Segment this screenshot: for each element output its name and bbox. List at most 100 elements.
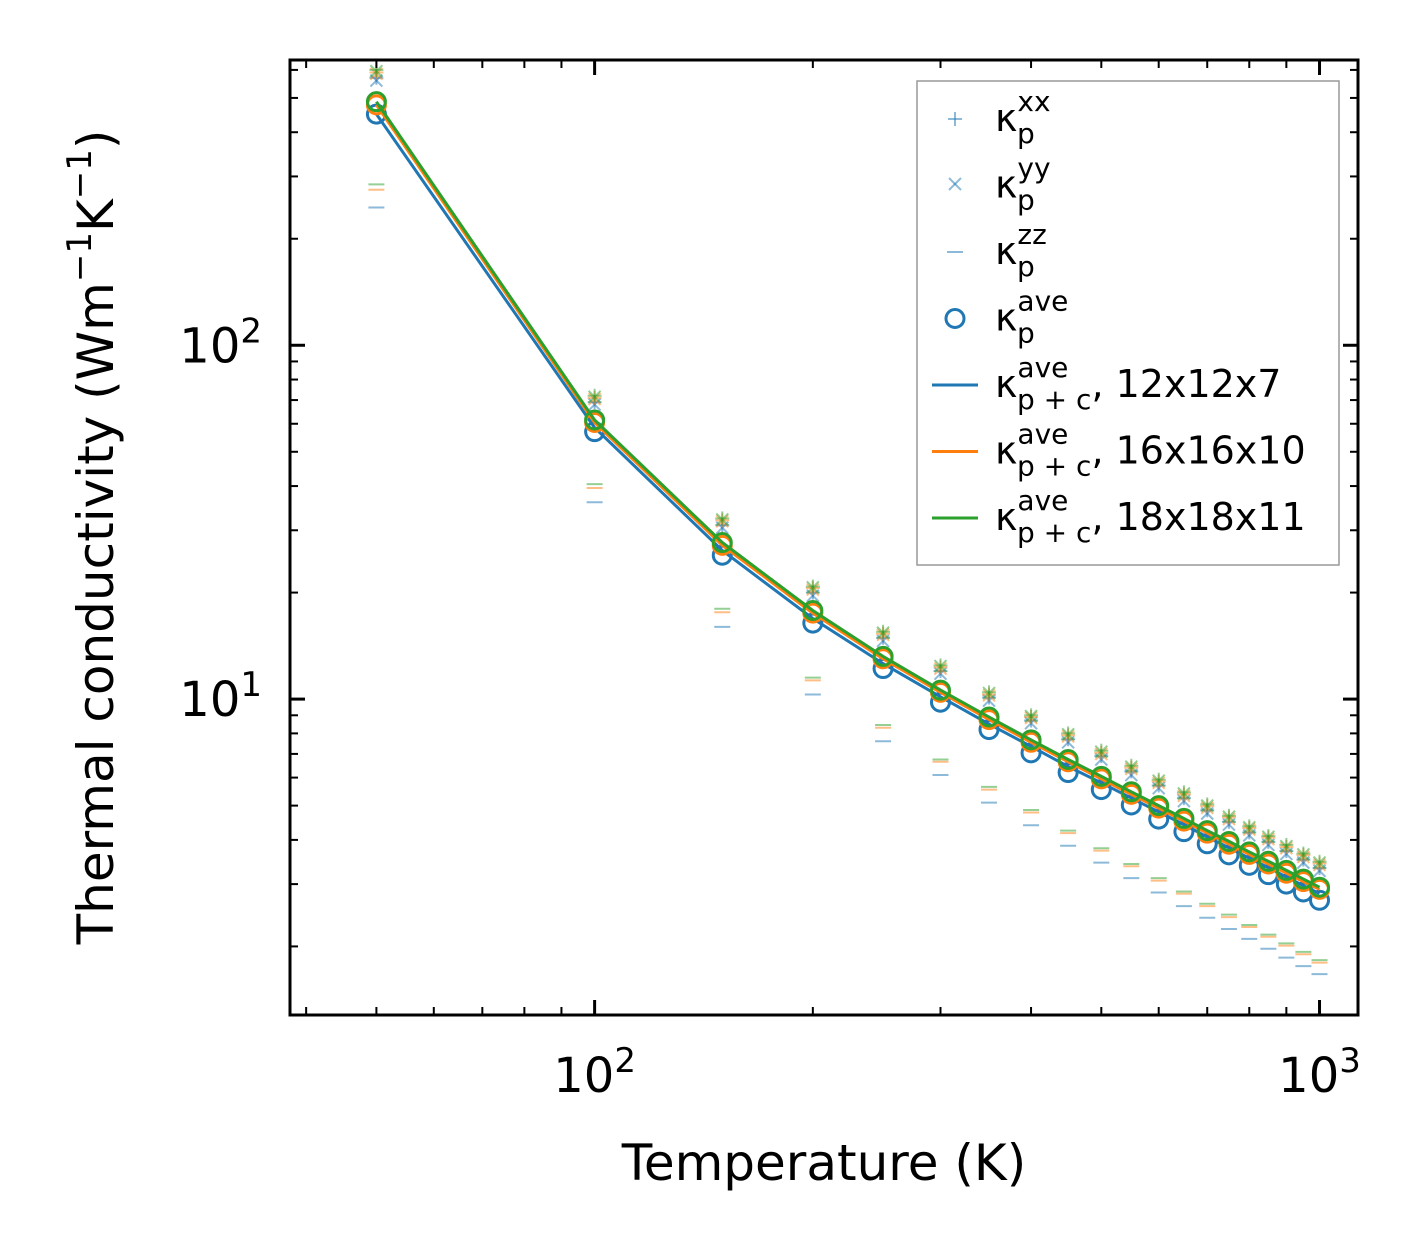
kappa-ave-point-18x18x11-550 xyxy=(1120,781,1142,803)
legend-kappa: κ xyxy=(995,163,1017,207)
x-tick-base: 10 xyxy=(553,1048,614,1104)
legend-label-5: κave p + c, 16x16x10 xyxy=(995,418,1306,483)
y-axis-title: Thermal conductivity (Wm−1K−1) xyxy=(60,130,125,946)
y-axis-label: Thermal conductivity (Wm−1K−1) xyxy=(60,130,125,946)
kappa-ave-point-18x18x11-800 xyxy=(1238,841,1260,863)
kappa-ave-point-18x18x11-750 xyxy=(1218,830,1240,852)
kappa-ave-point-18x18x11-950 xyxy=(1292,868,1314,890)
legend-sup: xx xyxy=(1017,85,1050,118)
kappa-yy-point-18x18x11-800-b xyxy=(1242,820,1256,835)
kappa-yy-point-18x18x11-350-b xyxy=(982,686,996,700)
legend-sup: ave xyxy=(1017,351,1068,384)
legend-sup: yy xyxy=(1017,152,1050,185)
y-tick-label-100: 102 xyxy=(179,311,262,374)
x-tick-label-100: 102 xyxy=(553,1041,636,1104)
y-tick-label-10: 101 xyxy=(179,665,262,728)
kappa-pc-line-12x12x7 xyxy=(375,113,1321,895)
x-axis-label: Temperature (K) xyxy=(621,1134,1026,1192)
legend-sub: p xyxy=(1017,117,1035,150)
kappa-yy-point-18x18x11-850-b xyxy=(1261,830,1276,844)
y-tick-exp: 2 xyxy=(240,311,262,351)
y-tick-base: 10 xyxy=(179,672,240,728)
legend-label-6: κave p + c, 18x18x11 xyxy=(995,484,1306,549)
kappa-yy-point-18x18x11-600-b xyxy=(1151,773,1166,788)
kappa-ave-point-18x18x11-250 xyxy=(872,645,894,667)
legend-sub: p xyxy=(1017,184,1035,217)
kappa-ave-point-18x18x11-350 xyxy=(978,706,1000,728)
legend-kappa: κ xyxy=(995,296,1017,340)
x-tick-base: 10 xyxy=(1278,1048,1339,1104)
legend-kappa: κ xyxy=(995,362,1017,406)
kappa-ave-point-18x18x11-500 xyxy=(1090,765,1112,787)
kappa-yy-point-18x18x11-150-b xyxy=(715,512,729,527)
legend-sup: ave xyxy=(1017,285,1068,318)
legend-entry-6: κave p + c, 18x18x11 xyxy=(932,484,1306,549)
legend-sub: p + c xyxy=(1017,516,1091,549)
kappa-ave-point-18x18x11-900 xyxy=(1275,859,1297,881)
kappa-ave-point-18x18x11-150 xyxy=(711,532,733,554)
kappa-ave-point-18x18x11-100 xyxy=(584,409,606,431)
kappa-ave-point-18x18x11-850 xyxy=(1257,850,1279,872)
plot-area xyxy=(365,62,1331,976)
legend-kappa: κ xyxy=(995,495,1017,539)
kappa-yy-point-18x18x11-200-b xyxy=(806,580,820,595)
kappa-ave-point-18x18x11-450 xyxy=(1057,748,1079,770)
legend-label-1: κyy p xyxy=(995,152,1051,217)
kappa-ave-point-12x12x7-600 xyxy=(1148,808,1170,830)
legend-label-2: κzz p xyxy=(995,218,1047,283)
kappa-yy-point-18x18x11-700-b xyxy=(1200,798,1214,813)
kappa-yy-point-18x18x11-500-b xyxy=(1094,745,1109,759)
kappa-ave-point-18x18x11-200 xyxy=(802,599,824,621)
legend-label-3: κave p xyxy=(995,285,1068,350)
kappa-ave-point-18x18x11-50 xyxy=(365,91,387,113)
y-tick-exp: 1 xyxy=(240,665,262,705)
legend-entry-1: κyy p xyxy=(948,152,1051,217)
y-tick-base: 10 xyxy=(179,318,240,374)
kappa-ave-point-18x18x11-300 xyxy=(929,679,951,701)
kappa-yy-point-18x18x11-650-b xyxy=(1177,786,1191,801)
kappa-yy-point-18x18x11-50-b xyxy=(369,64,384,78)
kappa-pc-line-16x16x10 xyxy=(375,103,1321,891)
series-18x18x11 xyxy=(365,62,1331,962)
kappa-yy-point-18x18x11-950-b xyxy=(1296,847,1311,862)
kappa-yy-point-18x18x11-100-b xyxy=(587,390,602,404)
legend-sup: ave xyxy=(1017,484,1068,517)
legend-sub: p xyxy=(1017,317,1035,350)
kappa-yy-point-18x18x11-400-b xyxy=(1024,709,1038,723)
x-tick-exp: 2 xyxy=(614,1041,636,1081)
legend-sup: zz xyxy=(1017,218,1046,251)
legend-sub: p + c xyxy=(1017,383,1091,416)
kappa-yy-point-18x18x11-250-b xyxy=(876,626,890,640)
kappa-ave-point-18x18x11-1000 xyxy=(1309,876,1331,898)
legend-marker-circle xyxy=(944,308,966,329)
legend-box xyxy=(916,80,1340,566)
kappa-yy-point-18x18x11-1000-b xyxy=(1312,855,1327,870)
legend-sub: p xyxy=(1017,250,1035,283)
legend-sub: p + c xyxy=(1017,450,1091,483)
legend-suffix: , 12x12x7 xyxy=(1091,362,1281,406)
legend-entry-2: κzz p xyxy=(947,218,1047,283)
legend-kappa: κ xyxy=(995,96,1017,140)
kappa-yy-point-18x18x11-450-b xyxy=(1061,727,1075,742)
legend-entry-4: κave p + c, 12x12x7 xyxy=(932,351,1281,416)
kappa-yy-point-18x18x11-750-b xyxy=(1222,810,1236,824)
legend-label-0: κxx p xyxy=(995,85,1051,150)
legend-sup: ave xyxy=(1017,418,1068,451)
plot-frame xyxy=(288,58,1360,1017)
kappa-yy-point-18x18x11-300-b xyxy=(933,659,948,673)
kappa-yy-point-18x18x11-900-b xyxy=(1279,839,1294,853)
legend-marker-x-b xyxy=(948,177,962,191)
kappa-yy-point-18x18x11-550-b xyxy=(1124,760,1139,774)
kappa-ave-point-18x18x11-600 xyxy=(1148,795,1170,817)
x-tick-label-1000: 103 xyxy=(1278,1041,1361,1104)
legend-entry-3: κave p xyxy=(944,285,1068,350)
legend-kappa: κ xyxy=(995,429,1017,473)
legend-kappa: κ xyxy=(995,229,1017,273)
legend-suffix: , 18x18x11 xyxy=(1091,495,1305,539)
legend-label-4: κave p + c, 12x12x7 xyxy=(995,351,1281,416)
legend-entry-0: κxx p xyxy=(948,85,1051,150)
legend-entry-5: κave p + c, 16x16x10 xyxy=(932,418,1306,483)
